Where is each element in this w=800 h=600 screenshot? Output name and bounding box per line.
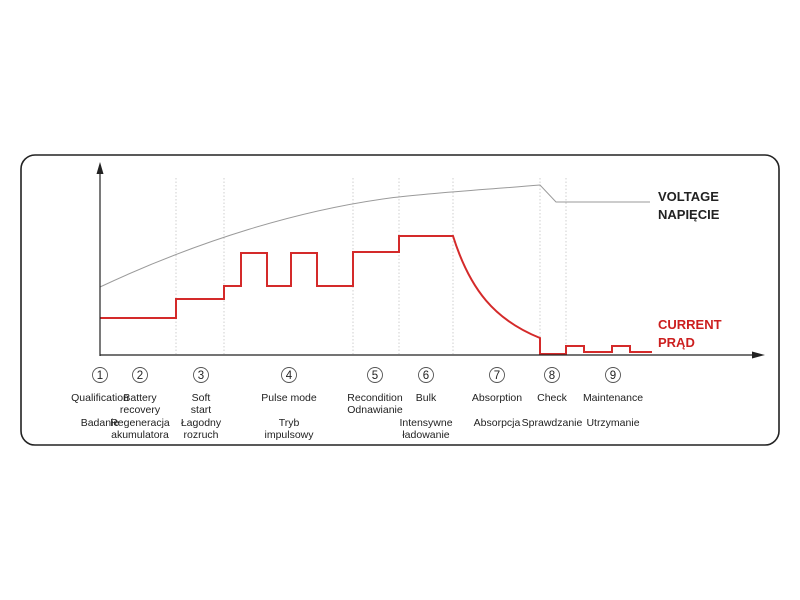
stage-number-circle — [367, 367, 383, 383]
axes — [96, 162, 765, 359]
stage-number-circle — [193, 367, 209, 383]
stage-1: 1 Qualification Badanie — [71, 367, 129, 429]
stage-label-en: Absorption — [472, 392, 522, 404]
y-axis-arrow — [96, 162, 104, 174]
stage-number-circle — [281, 367, 297, 383]
stage-label-pl: Intensywne — [399, 417, 452, 429]
stage-label-pl: Tryb — [279, 417, 300, 429]
stage-number: 2 — [137, 370, 143, 382]
stage-number-circle — [92, 367, 108, 383]
stage-label-en: Odnawianie — [347, 404, 403, 416]
stage-number: 8 — [549, 370, 555, 382]
stage-label-pl: Badanie — [81, 417, 120, 429]
stage-label-en: Soft — [192, 392, 211, 404]
stage-label-pl: Absorpcja — [474, 417, 521, 429]
stage-label-pl: akumulatora — [111, 429, 169, 441]
stage-label-pl: Regeneracja — [110, 417, 170, 429]
voltage-label-pl: NAPIĘCIE — [658, 207, 720, 222]
stage-label-en: Check — [537, 392, 568, 404]
stage-label-en: recovery — [120, 404, 161, 416]
current-curve — [100, 235, 652, 355]
stage-number: 6 — [423, 370, 429, 382]
stage-9: 9 Maintenance Utrzymanie — [583, 367, 643, 429]
stage-labels: 1 Qualification Badanie 2 BatteryrecoveryReg… — [71, 367, 643, 441]
x-axis-arrow — [752, 351, 765, 359]
stage-label-en: Qualification — [71, 392, 129, 404]
stage-7: 7 Absorption Absorpcja — [472, 367, 522, 429]
stage-label-pl: impulsowy — [264, 429, 314, 441]
voltage-curve — [99, 184, 650, 288]
stage-number-circle — [132, 367, 148, 383]
stage-number-circle — [489, 367, 505, 383]
voltage-label: VOLTAGE — [658, 189, 719, 204]
stage-number: 7 — [494, 370, 500, 382]
stage-number: 9 — [610, 370, 616, 382]
stage-8: 8 Check Sprawdzanie — [522, 367, 583, 429]
stage-label-pl: ładowanie — [402, 429, 449, 441]
stage-label-pl: Sprawdzanie — [522, 417, 583, 429]
stage-number-circle — [418, 367, 434, 383]
stage-label-pl: Łagodny — [181, 417, 222, 429]
stage-label-en: Maintenance — [583, 392, 643, 404]
stage-number: 5 — [372, 370, 378, 382]
stage-label-pl: Utrzymanie — [586, 417, 639, 429]
stage-label-pl: rozruch — [183, 429, 218, 441]
stage-number-circle — [544, 367, 560, 383]
stage-number-circle — [605, 367, 621, 383]
stage-label-en: start — [191, 404, 212, 416]
stage-number: 1 — [97, 370, 103, 382]
current-label-pl: PRĄD — [658, 335, 695, 350]
stage-dividers — [175, 178, 567, 354]
stage-label-en: Recondition — [347, 392, 403, 404]
stage-label-en: Bulk — [416, 392, 437, 404]
stage-label-en: Pulse mode — [261, 392, 317, 404]
current-label: CURRENT — [658, 317, 722, 332]
stage-number: 4 — [286, 370, 293, 382]
diagram-frame — [20, 154, 780, 446]
stage-number: 3 — [198, 370, 204, 382]
stage-label-en: Battery — [123, 392, 157, 404]
